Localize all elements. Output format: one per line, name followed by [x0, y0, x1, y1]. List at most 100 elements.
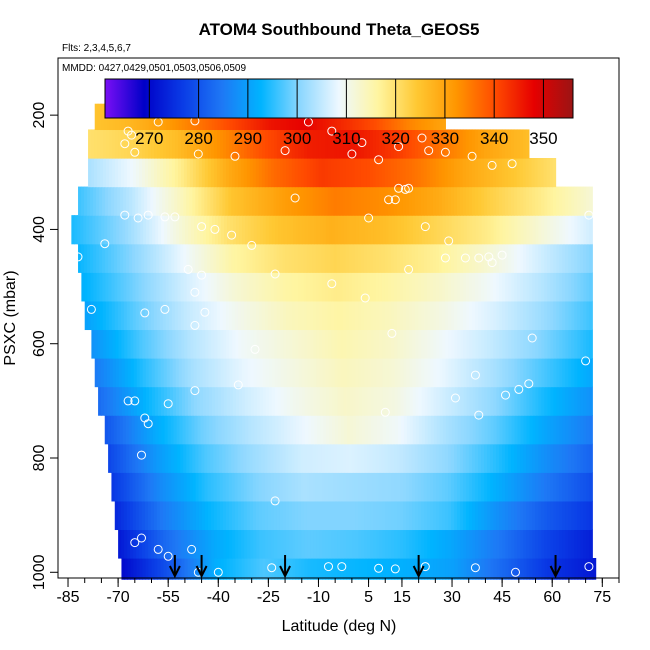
heat-cell — [344, 415, 348, 445]
heat-cell — [469, 472, 473, 502]
heat-cell — [258, 443, 263, 473]
heat-cell — [262, 529, 266, 559]
heat-cell — [528, 158, 533, 188]
heat-cell — [441, 158, 446, 188]
heat-cell — [126, 243, 130, 273]
heat-cell — [258, 500, 263, 531]
heat-cell — [221, 415, 225, 445]
heat-cell — [493, 300, 497, 331]
heat-cell — [96, 272, 101, 302]
heat-cell — [162, 500, 167, 531]
heat-cell — [367, 529, 371, 559]
heat-cell — [286, 386, 291, 416]
heat-cell — [252, 443, 257, 473]
heat-cell — [388, 558, 393, 580]
heat-cell — [568, 443, 572, 473]
heat-cell — [571, 558, 576, 580]
heat-cell — [490, 329, 494, 359]
heat-cell — [403, 529, 407, 559]
heat-cell — [168, 243, 172, 273]
heat-cell — [541, 243, 545, 273]
heat-cell — [148, 529, 152, 559]
heat-cell — [426, 443, 431, 473]
heat-cell — [523, 300, 527, 331]
heat-cell — [216, 500, 221, 531]
heat-cell — [498, 129, 503, 159]
heat-cell — [88, 158, 92, 188]
data-point — [487, 160, 497, 170]
heat-cell — [481, 300, 485, 331]
heat-cell — [318, 500, 323, 531]
heat-cell — [369, 129, 374, 159]
heat-cell — [463, 329, 467, 359]
heat-cell — [375, 472, 380, 502]
heat-cell — [406, 329, 410, 359]
heat-cell — [159, 472, 164, 502]
heat-cell — [457, 415, 462, 445]
heat-cell — [169, 358, 174, 388]
heat-cell — [574, 329, 578, 359]
heat-cell — [163, 558, 168, 580]
heat-cell — [337, 558, 342, 580]
heat-cell — [212, 415, 217, 445]
heat-cell — [210, 243, 214, 273]
heat-cell — [168, 158, 173, 188]
heat-cell — [168, 500, 173, 531]
heat-cell — [119, 386, 123, 416]
heat-cell — [517, 329, 521, 359]
heat-cell — [241, 558, 246, 580]
data-point — [450, 393, 460, 403]
heat-cell — [541, 215, 545, 245]
heat-cell — [468, 186, 473, 216]
data-point — [374, 155, 384, 165]
heat-cell — [456, 186, 461, 216]
heat-cell — [469, 329, 473, 359]
heat-cell — [230, 415, 234, 445]
data-point — [233, 380, 243, 390]
heat-cell — [249, 129, 254, 159]
heat-cell — [543, 158, 548, 188]
heat-cell — [217, 358, 222, 388]
heat-cell — [121, 558, 126, 580]
heat-cell — [327, 300, 332, 331]
heat-cell — [369, 472, 374, 502]
heat-cell — [501, 158, 506, 188]
heat-cell — [376, 300, 380, 331]
heat-cell — [269, 415, 273, 445]
heat-cell — [319, 215, 324, 245]
heat-cell — [408, 443, 413, 473]
data-point — [497, 250, 507, 260]
heat-cell — [337, 500, 341, 531]
heat-cell — [547, 300, 551, 331]
heat-cell — [261, 158, 266, 188]
heat-cell — [421, 358, 426, 388]
heat-cell — [228, 129, 233, 159]
heat-cell — [517, 358, 521, 388]
heat-cell — [239, 215, 243, 245]
heat-cell — [481, 443, 485, 473]
heat-cell — [493, 500, 497, 531]
heat-cell — [303, 443, 308, 473]
heat-cell — [276, 186, 281, 216]
heat-cell — [293, 415, 297, 445]
heat-cell — [100, 158, 104, 188]
heat-cell — [114, 272, 119, 302]
heat-cell — [327, 472, 332, 502]
heat-cell — [465, 158, 470, 188]
heat-cell — [514, 243, 518, 273]
heat-cell — [217, 329, 221, 359]
heat-cell — [568, 529, 572, 559]
heat-cell — [222, 129, 227, 159]
heat-cell — [559, 300, 563, 331]
heat-cell — [586, 443, 590, 473]
heat-cell — [378, 272, 383, 302]
heat-cell — [288, 272, 293, 302]
heat-cell — [114, 300, 119, 331]
heat-cell — [151, 129, 155, 159]
heat-cell — [264, 272, 269, 302]
heat-cell — [129, 243, 133, 273]
heat-cell — [315, 472, 320, 502]
heat-cell — [414, 158, 419, 188]
heat-cell — [133, 129, 137, 159]
heat-cell — [256, 558, 261, 580]
